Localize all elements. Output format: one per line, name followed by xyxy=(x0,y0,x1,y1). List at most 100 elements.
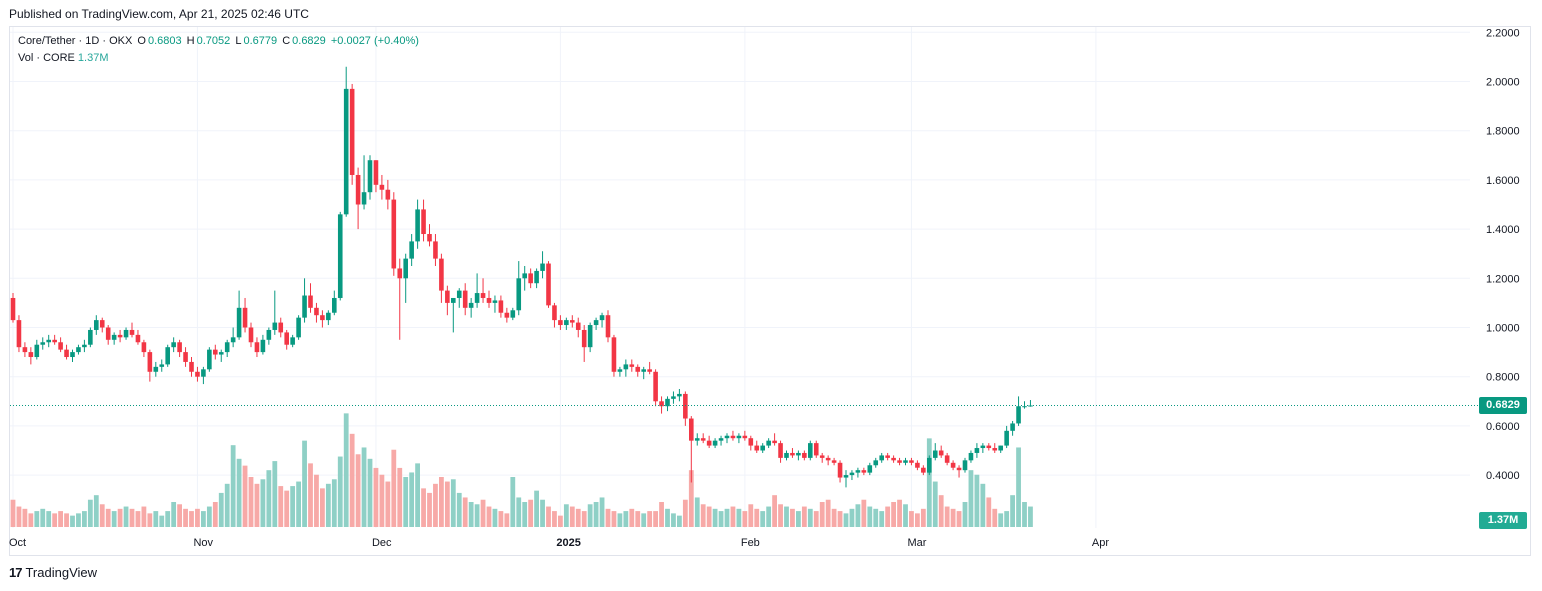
candle xyxy=(403,253,408,303)
volume-bar xyxy=(254,483,260,527)
candle-body xyxy=(932,450,938,458)
candle-body xyxy=(706,440,712,446)
candle xyxy=(99,317,105,333)
candle xyxy=(689,416,694,483)
legend-symbol: Core/Tether · 1D · OKX xyxy=(18,35,133,47)
candle xyxy=(230,327,236,348)
candle xyxy=(355,167,361,230)
candle xyxy=(135,329,141,345)
candle xyxy=(189,357,194,377)
candle-body xyxy=(165,347,170,365)
volume-bar xyxy=(129,508,135,527)
candle xyxy=(790,448,795,458)
candle-body xyxy=(94,320,99,330)
candle-body xyxy=(397,268,403,279)
volume-bar xyxy=(682,499,688,527)
volume-bar xyxy=(1028,506,1033,527)
candle-body xyxy=(1010,423,1015,431)
candle xyxy=(480,278,486,303)
volume-bar xyxy=(796,511,801,527)
candle-body xyxy=(683,393,688,419)
candle-body xyxy=(236,307,242,338)
candle xyxy=(397,258,403,340)
volume-label: Vol · CORE xyxy=(18,52,75,64)
volume-bar xyxy=(843,513,849,527)
candle-body xyxy=(849,472,855,476)
volume-bar xyxy=(391,449,397,527)
volume-bar xyxy=(385,481,391,527)
candle xyxy=(385,179,391,210)
candle-body xyxy=(712,440,718,446)
volume-bar xyxy=(117,508,123,527)
candle xyxy=(980,443,986,453)
candle xyxy=(129,322,135,338)
volume-bar xyxy=(201,511,206,527)
tradingview-logo[interactable]: 17 TradingView xyxy=(9,565,97,580)
volume-bar xyxy=(296,481,301,527)
candle xyxy=(641,366,646,380)
candle-body xyxy=(427,234,432,242)
candle-body xyxy=(564,320,569,326)
volume-bar xyxy=(302,440,307,527)
candle xyxy=(968,450,974,463)
volume-bar xyxy=(272,461,278,527)
volume-bar xyxy=(504,513,510,527)
candle xyxy=(201,366,206,385)
candle-body xyxy=(665,398,670,407)
candle-body xyxy=(587,325,593,348)
volume-bar xyxy=(361,447,367,527)
candle xyxy=(915,460,920,471)
volume-bar xyxy=(433,483,438,527)
candle-body xyxy=(28,352,34,358)
legend-high-label: H xyxy=(186,35,195,47)
volume-bar xyxy=(718,511,724,527)
candle-body xyxy=(641,369,646,372)
candle-body xyxy=(700,438,706,441)
candle xyxy=(885,452,890,461)
candle-body xyxy=(52,339,57,343)
candle-body xyxy=(504,312,510,318)
candle-body xyxy=(736,435,742,439)
volume-bar xyxy=(617,513,623,527)
candle-body xyxy=(486,297,492,303)
candle xyxy=(207,347,212,372)
candle-body xyxy=(861,470,867,473)
volume-bar xyxy=(897,499,902,527)
volume-bar xyxy=(379,474,385,527)
candle-body xyxy=(962,460,968,471)
candle-body xyxy=(790,452,795,456)
volume-bar xyxy=(677,515,682,527)
candle xyxy=(558,315,563,330)
candle xyxy=(1016,396,1021,426)
candle-body xyxy=(308,295,313,308)
candle-body xyxy=(611,337,617,372)
volume-bar xyxy=(540,499,545,527)
price-tick-label: 0.8000 xyxy=(1486,372,1520,384)
volume-bar xyxy=(171,502,177,527)
candle xyxy=(159,359,165,372)
candle xyxy=(748,435,754,451)
volume-bar xyxy=(849,508,855,527)
candle-body xyxy=(843,475,849,478)
volume-bar xyxy=(968,470,974,527)
volume-bar xyxy=(813,511,819,527)
candle-body xyxy=(230,337,236,343)
candle-body xyxy=(885,455,890,458)
volume-bar xyxy=(766,506,772,527)
candle xyxy=(825,455,831,466)
candle-body xyxy=(879,455,884,461)
candle xyxy=(474,273,480,308)
volume-bar xyxy=(415,463,420,527)
candle xyxy=(813,440,819,458)
candle xyxy=(70,349,75,362)
candle xyxy=(516,261,522,316)
candle-body xyxy=(40,342,46,345)
candle-body xyxy=(831,460,837,463)
volume-bar xyxy=(1022,502,1027,527)
candle-body xyxy=(480,293,486,298)
candle-body xyxy=(224,342,230,353)
volume-bar xyxy=(903,504,908,527)
candle-body xyxy=(468,302,474,308)
legend-low-value: 0.6779 xyxy=(243,35,278,47)
